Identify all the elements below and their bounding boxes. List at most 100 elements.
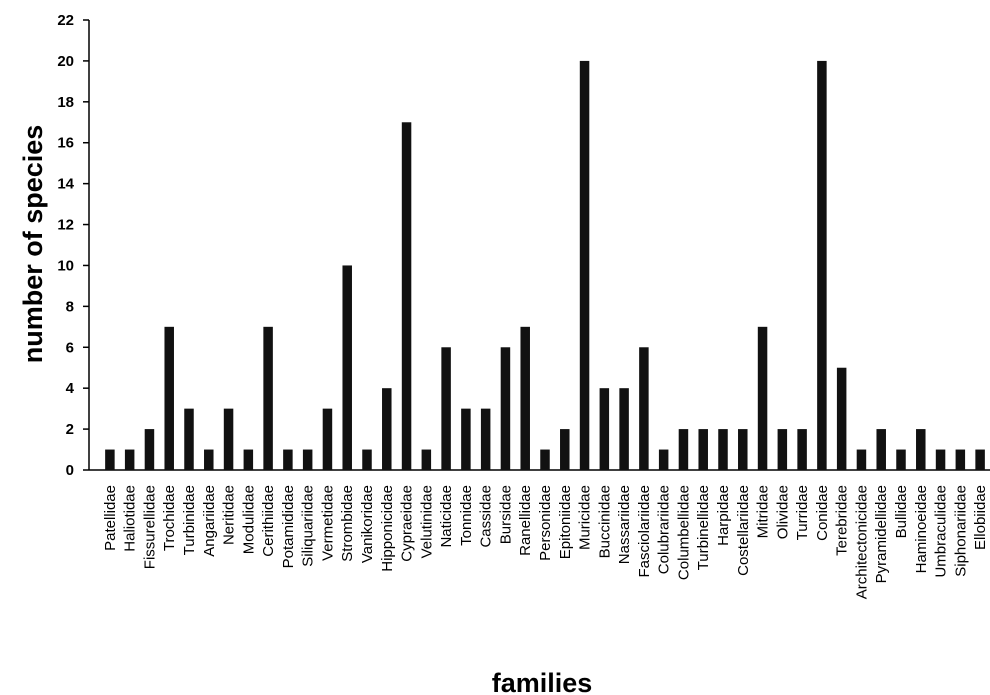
bar: [817, 60, 827, 471]
bar: [738, 429, 748, 470]
x-tick-label: Cerithiidae: [260, 485, 277, 557]
bar: [263, 326, 273, 470]
x-tick-label: Olividae: [774, 485, 791, 539]
bar: [243, 449, 254, 470]
x-tick-label: Modulidae: [240, 485, 257, 554]
bar: [678, 429, 689, 470]
bar: [777, 429, 788, 470]
x-tick-label: Patellidae: [102, 485, 119, 551]
x-tick-label: Fasciolariidae: [636, 485, 653, 578]
x-tick-label: Mitridae: [755, 485, 772, 538]
x-tick-label: Trochidae: [161, 485, 178, 551]
x-tick-label: Turbinellidae: [695, 485, 712, 570]
x-tick-label: Pyramidellidae: [873, 485, 890, 583]
x-tick-label: Turridae: [794, 485, 811, 540]
x-tick-label: Conidae: [814, 485, 831, 541]
bar: [441, 347, 451, 470]
y-tick-label: 2: [66, 421, 74, 438]
y-tick-label: 12: [57, 217, 74, 234]
x-tick-label: Terebridae: [834, 485, 851, 556]
x-tick-label: Columbellidae: [675, 485, 692, 580]
y-tick-label: 22: [57, 12, 74, 29]
x-tick-label: Architectonicidae: [853, 485, 870, 599]
bar: [698, 429, 708, 470]
x-tick-label: Velutinidae: [418, 485, 435, 558]
bar: [480, 408, 491, 470]
y-tick-label: 20: [57, 53, 74, 70]
y-tick-label: 8: [66, 298, 74, 315]
bar: [421, 449, 432, 470]
x-tick-label: Bullidae: [893, 485, 910, 538]
bar: [599, 388, 610, 470]
bar: [204, 449, 214, 470]
bar: [184, 408, 194, 470]
x-tick-label: Haliotidae: [122, 485, 139, 552]
x-tick-label: Cassidae: [478, 485, 495, 548]
x-tick-label: Turbinidae: [181, 485, 198, 555]
bar: [164, 326, 174, 470]
bar: [836, 367, 847, 470]
bar: [560, 429, 570, 470]
category-labels: Patellidae Haliotidae Fissurellidae Trochid…: [102, 485, 989, 599]
bar: [579, 60, 590, 471]
x-tick-label: Epitoniidae: [557, 485, 574, 559]
bar: [876, 429, 886, 470]
x-tick-label: Vanikoridae: [359, 485, 376, 563]
x-tick-label: Potamididae: [280, 485, 297, 568]
x-tick-label: Siliquariidae: [300, 485, 317, 567]
y-tick-label: 14: [57, 176, 74, 193]
x-tick-label: Vermetidae: [319, 485, 336, 561]
y-tick-label: 10: [57, 257, 74, 274]
y-axis-title: number of species: [18, 125, 48, 364]
bar: [639, 347, 649, 470]
bar: [382, 388, 392, 470]
bar: [500, 347, 511, 470]
bar: [520, 326, 530, 470]
bar: [619, 388, 629, 470]
x-tick-label: Naticidae: [438, 485, 455, 548]
bar: [302, 449, 313, 470]
x-tick-label: Bursidae: [497, 485, 514, 544]
bar: [757, 326, 768, 470]
y-tick-label: 0: [66, 462, 74, 479]
x-tick-label: Angariidae: [201, 485, 218, 557]
bar: [362, 449, 372, 470]
x-tick-label: Umbraculidae: [933, 485, 950, 578]
y-axis: 0 2 4 6 8 10 12 14 16 18 20 22: [57, 12, 90, 479]
x-tick-label: Haminoeidae: [913, 485, 930, 573]
x-tick-label: Personidae: [537, 485, 554, 561]
bar: [322, 408, 333, 470]
x-tick-label: Strombidae: [339, 485, 356, 562]
x-tick-label: Ranellidae: [517, 485, 534, 556]
x-tick-label: Colubrariidae: [656, 485, 673, 574]
bar: [916, 429, 926, 470]
x-tick-label: Cypraeidae: [399, 485, 416, 562]
x-tick-label: Muricidae: [577, 485, 594, 550]
x-axis-title: families: [492, 668, 593, 695]
x-tick-label: Nassariidae: [616, 485, 633, 564]
bar: [223, 408, 234, 470]
x-tick-label: Tonnidae: [458, 485, 475, 546]
bar: [975, 449, 985, 470]
bar: [955, 449, 966, 470]
y-tick-label: 4: [66, 380, 75, 397]
x-tick-label: Harpidae: [715, 485, 732, 546]
bar: [105, 449, 115, 470]
bar: [896, 449, 906, 470]
bar: [124, 449, 135, 470]
x-tick-label: Siphonariidae: [952, 485, 969, 577]
bar: [283, 449, 293, 470]
x-tick-label: Costellariidae: [735, 485, 752, 576]
bar: [144, 429, 155, 470]
bar: [401, 122, 412, 470]
y-tick-label: 18: [57, 94, 74, 111]
bar: [461, 408, 471, 470]
x-tick-label: Buccinidae: [596, 485, 613, 558]
y-tick-label: 16: [57, 135, 74, 152]
x-tick-label: Hipponicidae: [379, 485, 396, 572]
bar: [540, 449, 550, 470]
y-tick-label: 6: [66, 339, 74, 356]
bar: [935, 449, 946, 470]
bar: [856, 449, 867, 470]
